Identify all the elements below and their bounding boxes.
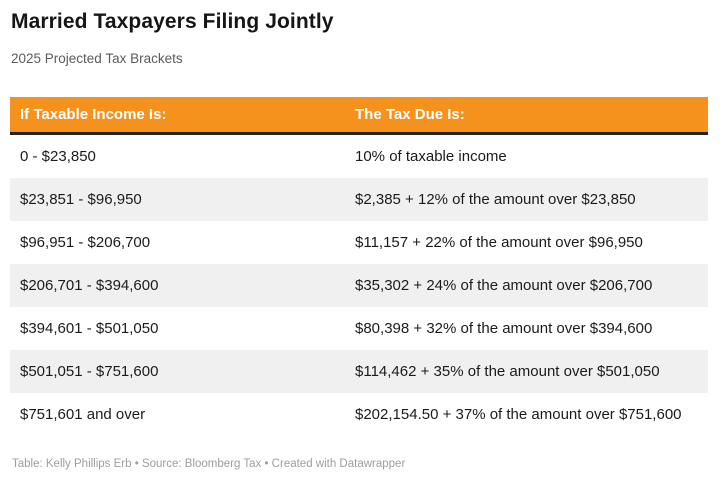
column-header-tax-due: The Tax Due Is: <box>355 106 465 123</box>
tax-due-cell: $2,385 + 12% of the amount over $23,850 <box>355 191 636 208</box>
table-row: $206,701 - $394,600 $35,302 + 24% of the… <box>10 264 708 307</box>
table-row: $96,951 - $206,700 $11,157 + 22% of the … <box>10 221 708 264</box>
table-row: $751,601 and over $202,154.50 + 37% of t… <box>10 393 708 436</box>
income-range-cell: $501,051 - $751,600 <box>20 363 159 380</box>
page-title: Married Taxpayers Filing Jointly <box>11 10 334 33</box>
income-range-cell: $394,601 - $501,050 <box>20 320 159 337</box>
income-range-cell: 0 - $23,850 <box>20 148 96 165</box>
tax-brackets-table: If Taxable Income Is: The Tax Due Is: 0 … <box>10 97 708 436</box>
tax-due-cell: 10% of taxable income <box>355 148 507 165</box>
income-range-cell: $23,851 - $96,950 <box>20 191 142 208</box>
table-row: 0 - $23,850 10% of taxable income <box>10 135 708 178</box>
page-subtitle: 2025 Projected Tax Brackets <box>11 51 183 66</box>
income-range-cell: $206,701 - $394,600 <box>20 277 159 294</box>
attribution-footer: Table: Kelly Phillips Erb • Source: Bloo… <box>12 458 406 470</box>
table-row: $394,601 - $501,050 $80,398 + 32% of the… <box>10 307 708 350</box>
tax-due-cell: $202,154.50 + 37% of the amount over $75… <box>355 406 682 423</box>
table-header-row: If Taxable Income Is: The Tax Due Is: <box>10 97 708 135</box>
table-row: $23,851 - $96,950 $2,385 + 12% of the am… <box>10 178 708 221</box>
income-range-cell: $751,601 and over <box>20 406 146 423</box>
tax-due-cell: $114,462 + 35% of the amount over $501,0… <box>355 363 660 380</box>
table-row: $501,051 - $751,600 $114,462 + 35% of th… <box>10 350 708 393</box>
tax-due-cell: $11,157 + 22% of the amount over $96,950 <box>355 234 643 251</box>
tax-due-cell: $35,302 + 24% of the amount over $206,70… <box>355 277 653 294</box>
income-range-cell: $96,951 - $206,700 <box>20 234 151 251</box>
tax-due-cell: $80,398 + 32% of the amount over $394,60… <box>355 320 653 337</box>
column-header-income: If Taxable Income Is: <box>20 106 167 123</box>
